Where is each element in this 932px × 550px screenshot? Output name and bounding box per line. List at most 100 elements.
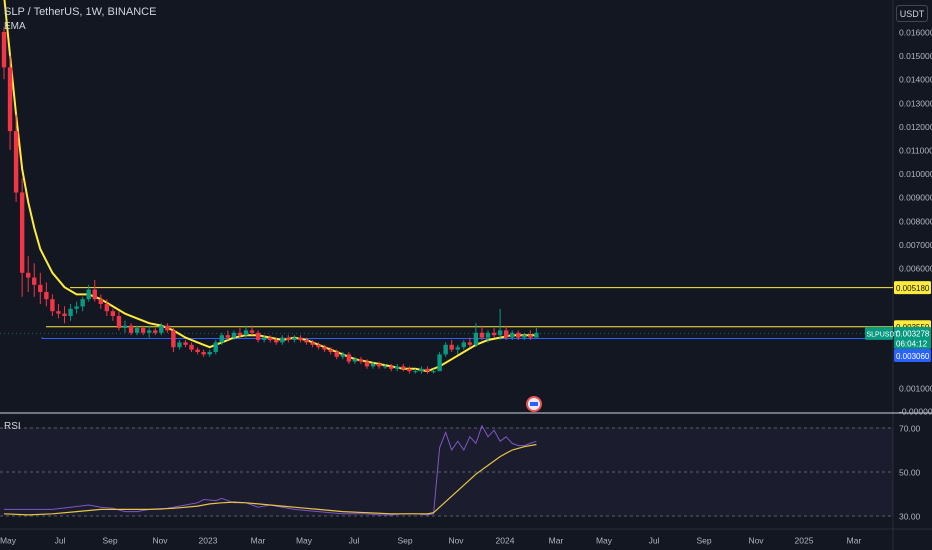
- candle-body: [140, 328, 146, 333]
- ema-legend[interactable]: EMA: [4, 21, 26, 32]
- candle-body: [413, 371, 418, 373]
- candle-body: [280, 337, 285, 343]
- candle-body: [485, 332, 491, 338]
- candle-body: [68, 308, 73, 316]
- candle-body: [201, 352, 206, 355]
- last-price-tag-bg: [894, 326, 931, 349]
- symbol-title[interactable]: SLP / TetherUS, 1W, BINANCE: [4, 6, 157, 18]
- candle-body: [255, 332, 261, 340]
- time-tick-label: Jul: [55, 536, 66, 546]
- candle-body: [225, 335, 231, 338]
- candle-body: [56, 311, 61, 314]
- ema-line: [3, 0, 537, 373]
- candle-body: [231, 332, 237, 338]
- candle-body: [189, 344, 194, 350]
- time-tick-label: Sep: [397, 536, 412, 546]
- price-tick-label: 0.008000: [899, 216, 932, 226]
- candle-body: [497, 330, 503, 336]
- time-tick-label: Nov: [448, 536, 464, 546]
- candle-body: [522, 335, 527, 338]
- time-tick-label: 2023: [199, 536, 218, 546]
- candle-body: [455, 347, 460, 350]
- time-tick-label: Mar: [549, 536, 564, 546]
- candle-body: [292, 337, 297, 340]
- candle-body: [316, 344, 321, 348]
- candle-body: [80, 299, 85, 307]
- time-tick-label: 2024: [496, 536, 515, 546]
- candle-body: [13, 131, 19, 193]
- candle-body: [322, 347, 327, 350]
- candle-body: [334, 352, 339, 357]
- candle-body: [207, 352, 212, 355]
- candle-body: [389, 366, 394, 369]
- rsi-legend[interactable]: RSI: [4, 421, 21, 432]
- rsi-tick-label: 30.00: [899, 512, 921, 522]
- currency-button[interactable]: USDT: [896, 5, 928, 22]
- candle-body: [328, 349, 333, 352]
- price-tick-label: 0.015000: [899, 51, 932, 61]
- candle-body: [346, 354, 352, 362]
- candle-body: [50, 299, 55, 312]
- candle-body: [183, 342, 188, 345]
- candle-body: [62, 313, 67, 316]
- candle-body: [237, 332, 243, 336]
- time-tick-label: May: [296, 536, 313, 546]
- time-tick-label: Jul: [649, 536, 660, 546]
- candle-body: [116, 316, 122, 328]
- price-tick-label: 0.012000: [899, 122, 932, 132]
- candle-body: [92, 289, 97, 300]
- time-tick-label: Nov: [152, 536, 168, 546]
- candle-body: [159, 325, 164, 333]
- price-tick-label: 0.007000: [899, 240, 932, 250]
- time-tick-label: May: [0, 536, 17, 546]
- price-tick-label: 0.016000: [899, 28, 932, 38]
- time-tick-label: Mar: [251, 536, 266, 546]
- candle-body: [401, 366, 406, 369]
- candle-body: [443, 344, 448, 355]
- candle-body: [165, 325, 170, 331]
- rsi-ma-line: [3, 443, 537, 516]
- candle-body: [407, 368, 412, 372]
- candle-body: [528, 335, 533, 338]
- candle-body: [437, 354, 442, 372]
- candle-body: [310, 342, 315, 345]
- flag-icon[interactable]: [526, 396, 542, 412]
- candle-body: [419, 368, 424, 372]
- resistance-high-tag: 0.005180: [896, 284, 930, 293]
- candle-body: [479, 332, 485, 338]
- time-tick-label: Mar: [847, 536, 862, 546]
- time-tick-label: Jul: [349, 536, 360, 546]
- candle-body: [98, 299, 103, 304]
- candle-body: [461, 342, 466, 348]
- candle-body: [261, 337, 267, 340]
- candle-body: [104, 304, 110, 312]
- candle-body: [1, 32, 7, 68]
- candle-body: [7, 67, 13, 132]
- candle-body: [425, 368, 430, 372]
- candle-body: [274, 340, 279, 343]
- candle-body: [268, 337, 273, 340]
- countdown-label: 06:04:12: [896, 339, 928, 348]
- candle-body: [395, 366, 400, 369]
- symbol-tag-bg: [865, 326, 893, 340]
- time-tick-label: 2025: [795, 536, 814, 546]
- candle-body: [370, 364, 376, 367]
- time-tick-label: Sep: [696, 536, 711, 546]
- candle-body: [510, 332, 515, 338]
- price-tick-label: 0.014000: [899, 75, 932, 85]
- candle-body: [298, 337, 303, 340]
- candle-body: [358, 359, 364, 362]
- price-tick-label: 0.009000: [899, 193, 932, 203]
- support-tag-bg: [894, 349, 931, 363]
- price-tick-label: 0.013000: [899, 98, 932, 108]
- candle-body: [213, 342, 218, 352]
- candle-body: [249, 330, 255, 333]
- price-tick-label: 0.006000: [899, 264, 932, 274]
- candle-body: [19, 192, 25, 273]
- candle-body: [134, 328, 140, 333]
- candle-body: [128, 325, 134, 333]
- candle-body: [243, 330, 249, 336]
- candle-body: [26, 272, 31, 278]
